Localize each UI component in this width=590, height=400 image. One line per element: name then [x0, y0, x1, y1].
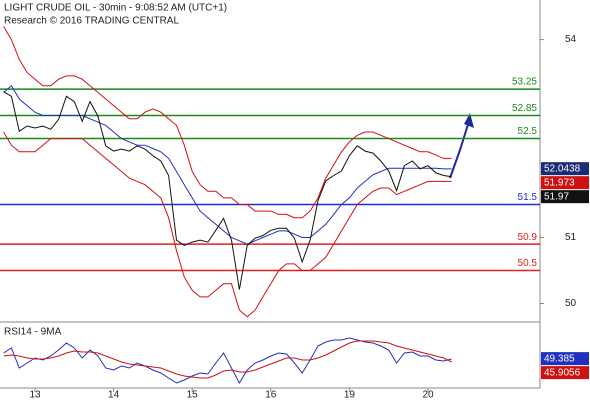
y-tick-label: 54: [565, 34, 577, 45]
price-tag: [541, 190, 589, 204]
series-line: [3, 26, 452, 219]
series-line: [3, 340, 452, 379]
price-tag-label: 52.0438: [544, 163, 581, 174]
price-tag: [541, 352, 589, 366]
price-tag-label: 45.9056: [544, 367, 581, 378]
y-tick-label: 50: [565, 298, 577, 309]
price-tag-label: 51.97: [544, 191, 569, 202]
x-tick-label: 13: [29, 390, 41, 400]
series-line: [3, 91, 452, 290]
price-tag: [541, 176, 589, 190]
price-tag-label: 49.385: [544, 353, 575, 364]
series-line: [3, 337, 452, 385]
level-label: 50.5: [518, 258, 538, 269]
level-label: 53.25: [512, 77, 537, 88]
chart-title: LIGHT CRUDE OIL - 30min - 9:08:52 AM (UT…: [4, 3, 227, 14]
price-tag: [541, 366, 589, 380]
x-tick-label: 15: [187, 390, 199, 400]
forecast-arrow: [449, 117, 471, 179]
price-tag-label: 51.973: [544, 177, 575, 188]
x-tick-label: 14: [108, 390, 120, 400]
chart-subtitle: Research © 2016 TRADING CENTRAL: [4, 16, 179, 27]
x-tick-label: 19: [344, 390, 356, 400]
x-tick-label: 16: [265, 390, 277, 400]
y-tick-label: 51: [565, 232, 577, 243]
rsi-title: RSI14 - 9MA: [4, 327, 62, 338]
arrow-head: [464, 113, 474, 128]
level-label: 51.5: [518, 192, 538, 203]
series-line: [3, 85, 452, 245]
x-tick-label: 20: [422, 390, 434, 400]
price-tag: [541, 162, 589, 176]
series-line: [3, 131, 452, 318]
level-label: 52.5: [518, 126, 538, 137]
level-label: 52.85: [512, 103, 537, 114]
level-label: 50.9: [518, 232, 538, 243]
